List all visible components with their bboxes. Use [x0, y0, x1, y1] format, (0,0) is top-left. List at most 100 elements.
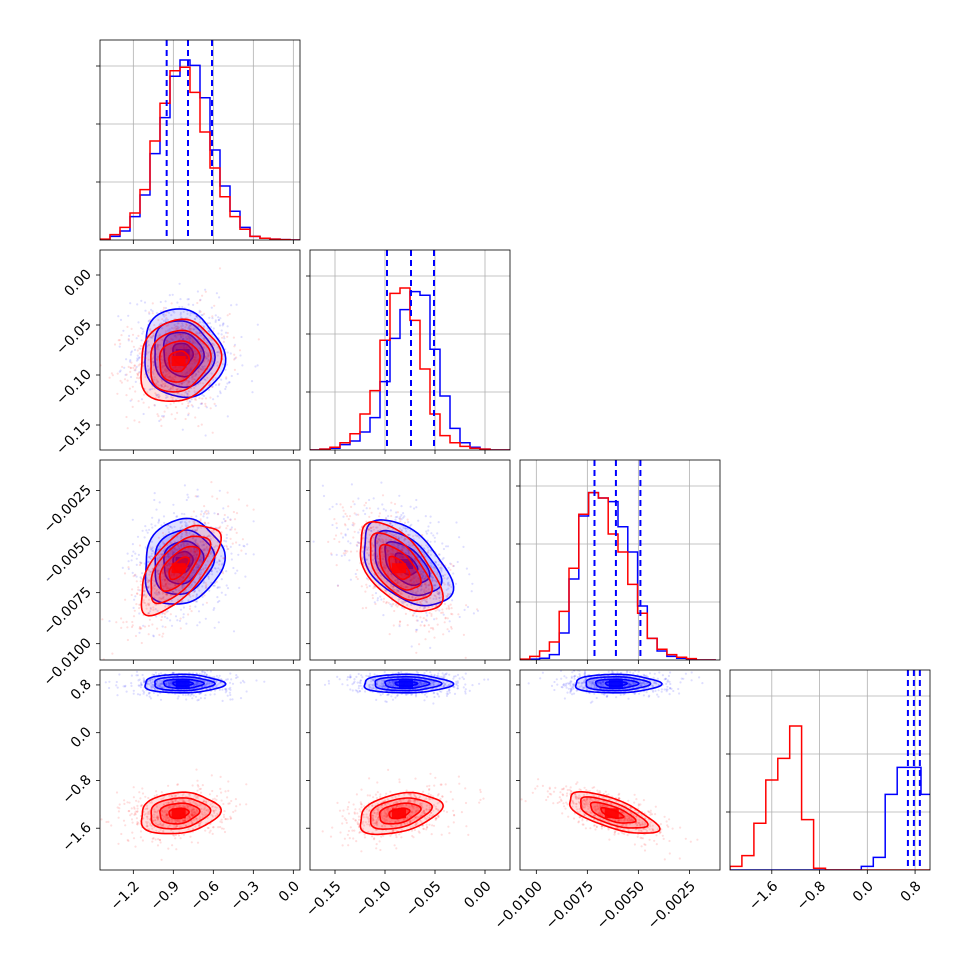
- scatter-point: [209, 322, 211, 324]
- scatter-point: [137, 536, 139, 538]
- scatter-point: [137, 589, 139, 591]
- scatter-point: [183, 513, 185, 515]
- scatter-point: [131, 559, 133, 561]
- scatter-point: [424, 551, 426, 553]
- scatter-point: [197, 785, 199, 787]
- scatter-point: [138, 607, 140, 609]
- scatter-point: [130, 682, 132, 684]
- scatter-point: [165, 300, 167, 302]
- scatter-point: [165, 534, 167, 536]
- scatter-point: [233, 337, 235, 339]
- scatter-point: [149, 328, 151, 330]
- scatter-point: [399, 623, 401, 625]
- scatter-point: [160, 425, 162, 427]
- scatter-point: [365, 607, 367, 609]
- scatter-point: [219, 490, 221, 492]
- scatter-point: [210, 326, 212, 328]
- scatter-point: [396, 606, 398, 608]
- scatter-point: [416, 535, 418, 537]
- scatter-point: [402, 512, 404, 514]
- scatter-point: [338, 541, 340, 543]
- scatter-point: [183, 613, 185, 615]
- scatter-point: [221, 522, 223, 524]
- density-peak-red: [392, 563, 406, 573]
- scatter-point: [163, 612, 165, 614]
- scatter-point: [150, 697, 152, 699]
- scatter-point: [356, 569, 358, 571]
- scatter-point: [131, 340, 133, 342]
- scatter-point: [436, 573, 438, 575]
- scatter-point: [441, 563, 443, 565]
- scatter-point: [143, 679, 145, 681]
- scatter-point: [127, 427, 129, 429]
- scatter-point: [434, 566, 436, 568]
- scatter-point: [181, 403, 183, 405]
- scatter-point: [128, 338, 130, 340]
- scatter-point: [195, 696, 197, 698]
- scatter-point: [447, 617, 449, 619]
- scatter-point: [427, 529, 429, 531]
- scatter-point: [160, 301, 162, 303]
- scatter-point: [158, 673, 160, 675]
- panel-plot-area: [98, 665, 294, 870]
- scatter-point: [229, 381, 231, 383]
- scatter-point: [175, 615, 177, 617]
- scatter-point: [201, 402, 203, 404]
- scatter-point: [224, 688, 226, 690]
- scatter-point: [180, 609, 182, 611]
- scatter-point: [234, 369, 236, 371]
- scatter-point: [375, 592, 377, 594]
- scatter-point: [203, 671, 205, 673]
- scatter-point: [226, 537, 228, 539]
- scatter-point: [122, 330, 124, 332]
- scatter-point: [446, 608, 448, 610]
- scatter-point: [230, 678, 232, 680]
- scatter-point: [166, 407, 168, 409]
- scatter-point: [231, 698, 233, 700]
- scatter-point: [356, 550, 358, 552]
- scatter-point: [138, 347, 140, 349]
- scatter-point: [142, 330, 144, 332]
- scatter-point: [115, 621, 117, 623]
- y-tick-label: −0.0075: [41, 584, 95, 638]
- scatter-point: [352, 536, 354, 538]
- scatter-point: [382, 614, 384, 616]
- scatter-point: [433, 618, 435, 620]
- scatter-point: [425, 612, 427, 614]
- scatter-point: [444, 574, 446, 576]
- scatter-point: [205, 434, 207, 436]
- scatter-point: [371, 512, 373, 514]
- scatter-point: [119, 339, 121, 341]
- scatter-point: [187, 613, 189, 615]
- scatter-point: [458, 536, 460, 538]
- scatter-point: [224, 514, 226, 516]
- scatter-point: [131, 832, 133, 834]
- scatter-point: [235, 541, 237, 543]
- scatter-point: [240, 550, 242, 552]
- scatter-point: [194, 606, 196, 608]
- scatter-point: [436, 532, 438, 534]
- scatter-point: [119, 380, 121, 382]
- scatter-point: [416, 619, 418, 621]
- scatter-point: [178, 834, 180, 836]
- scatter-point: [425, 541, 427, 543]
- scatter-point: [134, 846, 136, 848]
- scatter-point: [105, 681, 107, 683]
- scatter-point: [229, 692, 231, 694]
- scatter-point: [353, 523, 355, 525]
- scatter-point: [209, 397, 211, 399]
- scatter-point: [451, 664, 453, 666]
- scatter-point: [160, 322, 162, 324]
- scatter-point: [383, 598, 385, 600]
- scatter-point: [206, 517, 208, 519]
- scatter-point: [388, 602, 390, 604]
- scatter-point: [153, 551, 155, 553]
- scatter-point: [138, 421, 140, 423]
- scatter-point: [238, 544, 240, 546]
- scatter-point: [221, 578, 223, 580]
- scatter-point: [354, 512, 356, 514]
- scatter-point: [361, 585, 363, 587]
- scatter-point: [132, 551, 134, 553]
- scatter-point: [229, 694, 231, 696]
